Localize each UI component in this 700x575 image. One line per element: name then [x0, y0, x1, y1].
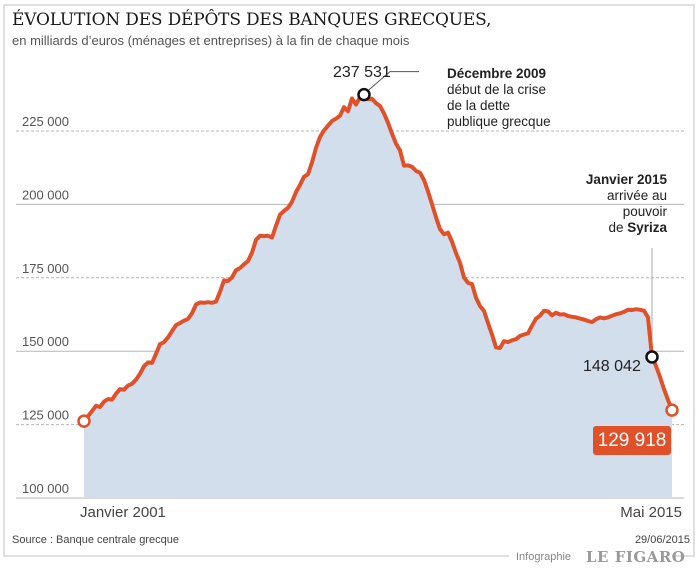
y-tick-label: 150 000 [22, 334, 69, 349]
start-point-marker [77, 414, 91, 428]
y-tick-label: 200 000 [22, 187, 69, 202]
y-tick-label: 175 000 [22, 261, 69, 276]
peak-annotation-title: Décembre 2009 [447, 66, 547, 81]
syriza-annotation-line: de [608, 220, 628, 235]
y-tick-label: 225 000 [22, 114, 69, 129]
syriza-annotation-title: Janvier 2015 [585, 172, 667, 187]
syriza-annotation-emphasis: Syriza [627, 220, 667, 235]
source-note: Source : Banque centrale grecque [12, 534, 179, 546]
syriza-annotation-line: arrivée au [606, 188, 667, 203]
jan2015-point-marker [645, 350, 659, 364]
credit-label: Infographie [516, 551, 572, 563]
annotation-leader-line [367, 71, 419, 91]
x-axis-end-label: Mai 2015 [620, 504, 682, 521]
frame-divider [3, 555, 509, 557]
y-tick-label: 100 000 [22, 481, 69, 496]
x-axis-start-label: Janvier 2001 [80, 504, 166, 521]
brand-logo: LE FIGARO [586, 548, 686, 566]
y-tick-label: 125 000 [22, 408, 69, 423]
chart-frame [3, 4, 695, 557]
publication-date: 29/06/2015 [634, 534, 690, 546]
peak-value-label: 237 531 [333, 64, 391, 81]
series-line [82, 92, 674, 424]
jan2015-value-label: 148 042 [583, 358, 641, 375]
peak-annotation: Décembre 2009 début de la crise de la de… [447, 66, 551, 130]
peak-annotation-line: de la dette [447, 98, 511, 113]
syriza-annotation-line: pouvoir [622, 204, 667, 219]
peak-annotation-line: début de la crise [447, 82, 547, 97]
peak-annotation-line: publique grecque [447, 114, 551, 129]
frame-divider [672, 555, 695, 557]
chart-subtitle: en milliards d’euros (ménages et entrepr… [12, 33, 410, 48]
syriza-annotation: Janvier 2015 arrivée au pouvoir de Syriz… [586, 172, 667, 236]
area-fill [84, 94, 672, 498]
end-point-marker [665, 403, 679, 417]
latest-value-badge: 129 918 [593, 426, 671, 455]
chart-title: ÉVOLUTION DES DÉPÔTS DES BANQUES GRECQUE… [12, 10, 492, 30]
peak-point-marker [357, 87, 371, 102]
